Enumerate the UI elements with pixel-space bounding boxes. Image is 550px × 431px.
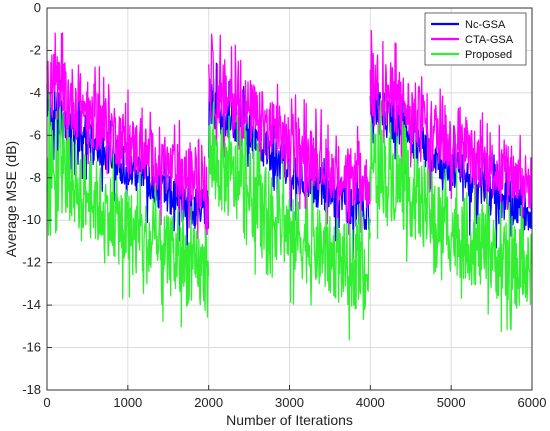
x-tick-label-4: 4000	[356, 395, 385, 410]
series-cta-gsa-segment-2	[369, 29, 533, 220]
series-cta-gsa-segment-0	[46, 32, 210, 240]
x-tick-label-6: 6000	[518, 395, 547, 410]
x-tick-label-3: 3000	[275, 395, 304, 410]
y-tick-label-0: 0	[34, 0, 41, 15]
y-tick-label-9: -18	[22, 382, 41, 397]
x-tick-label-1: 1000	[113, 395, 142, 410]
x-tick-label-5: 5000	[437, 395, 466, 410]
y-tick-label-8: -16	[22, 340, 41, 355]
y-tick-label-4: -8	[29, 170, 41, 185]
y-tick-label-5: -10	[22, 212, 41, 227]
series-cta-gsa-segment-1	[208, 33, 371, 236]
legend-label-cta-gsa: CTA-GSA	[465, 34, 514, 46]
y-tick-label-7: -14	[22, 297, 41, 312]
y-tick-label-3: -6	[29, 127, 41, 142]
series-proposed-segment-0	[46, 91, 210, 328]
series-proposed-segment-1	[208, 101, 371, 341]
x-tick-label-0: 0	[43, 395, 50, 410]
legend-label-nc-gsa: Nc-GSA	[465, 19, 506, 31]
y-tick-label-6: -12	[22, 255, 41, 270]
y-axis-label: Average MSE (dB)	[3, 141, 19, 257]
ticks: 0 1000 2000 3000 4000 5000 6000 0 -2 -4 -6 -8 -10 -12…	[22, 0, 546, 410]
series-proposed-segment-2	[369, 98, 533, 333]
x-axis-label: Number of Iterations	[226, 412, 353, 428]
y-tick-label-1: -2	[29, 42, 41, 57]
x-tick-label-2: 2000	[194, 395, 223, 410]
legend: Nc-GSA CTA-GSA Proposed	[424, 12, 527, 66]
y-tick-label-2: -4	[29, 85, 41, 100]
series-layer	[46, 29, 533, 341]
legend-label-proposed: Proposed	[465, 49, 512, 61]
